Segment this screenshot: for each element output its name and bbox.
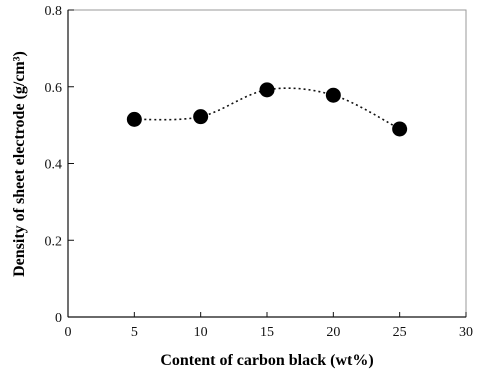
x-tick-label: 25 bbox=[393, 325, 407, 340]
x-axis: 0 5 10 15 20 25 30 bbox=[65, 312, 473, 340]
data-point bbox=[325, 87, 341, 103]
y-axis: 0 0.2 0.4 0.6 0.8 bbox=[45, 4, 74, 326]
data-point bbox=[193, 109, 209, 125]
x-tick-label: 5 bbox=[131, 325, 138, 340]
x-tick-label: 0 bbox=[65, 325, 72, 340]
y-tick-label: 0.4 bbox=[45, 158, 63, 173]
y-axis-title: Density of sheet electrode (g/cm³) bbox=[11, 51, 28, 277]
data-points bbox=[126, 82, 408, 137]
plot-frame bbox=[67, 9, 467, 318]
x-tick-label: 20 bbox=[326, 325, 340, 340]
y-tick-label: 0 bbox=[55, 311, 62, 326]
y-tick-label: 0.8 bbox=[45, 4, 63, 19]
data-point bbox=[392, 121, 408, 137]
data-point bbox=[259, 82, 275, 98]
y-tick-label: 0.2 bbox=[45, 234, 63, 249]
data-point bbox=[126, 111, 142, 127]
x-tick-label: 10 bbox=[194, 325, 208, 340]
x-tick-label: 15 bbox=[260, 325, 274, 340]
x-tick-label: 30 bbox=[459, 325, 473, 340]
y-tick-label: 0.6 bbox=[45, 81, 63, 96]
x-axis-title: Content of carbon black (wt%) bbox=[160, 352, 373, 369]
